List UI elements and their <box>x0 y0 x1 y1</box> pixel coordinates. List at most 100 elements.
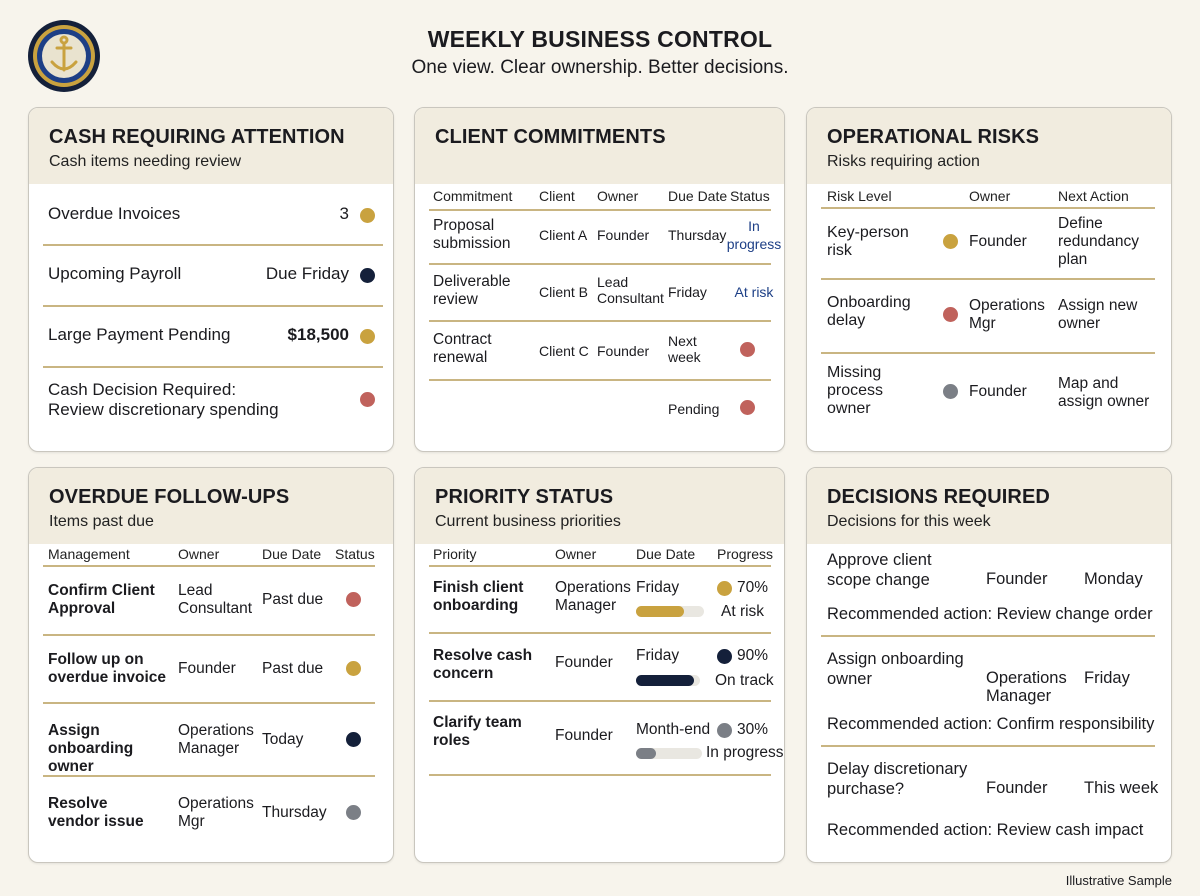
commitment-owner: Founder <box>597 343 650 359</box>
status-dot-gray <box>943 384 958 399</box>
card-header: CLIENT COMMITMENTS <box>415 108 784 184</box>
card-subtitle: Current business priorities <box>435 513 621 530</box>
followup-owner: Lead Consultant <box>178 582 253 617</box>
priority-owner: Founder <box>555 654 613 671</box>
progress-fill <box>636 675 694 686</box>
commitment-name: Proposal submission <box>433 217 511 252</box>
priority-owner: Founder <box>555 727 613 744</box>
column-header: Progress <box>717 546 774 562</box>
priority-due: Friday <box>636 647 680 664</box>
risk-name: Missing process owner <box>827 364 884 417</box>
card-subtitle: Risks requiring action <box>827 153 980 170</box>
risk-owner: Founder <box>969 383 1027 400</box>
card-title: CLIENT COMMITMENTS <box>435 126 666 148</box>
priority-due: Month-end <box>636 721 711 738</box>
page-title: WEEKLY BUSINESS CONTROL <box>427 26 773 52</box>
progress-fill <box>636 748 656 759</box>
column-header: Client <box>539 188 575 204</box>
column-header: Due Date <box>636 546 696 562</box>
followup-due: Past due <box>262 591 324 608</box>
cash-row-value: Due Friday <box>265 264 349 283</box>
priority-name: Clarify team roles <box>433 714 522 749</box>
followups-card: OVERDUE FOLLOW-UPS Items past due Manage… <box>28 467 394 863</box>
column-header: Commitment <box>433 188 513 204</box>
card-title: OPERATIONAL RISKS <box>827 126 1040 148</box>
priority-state: At risk <box>721 603 765 620</box>
status-dot-gold <box>943 234 958 249</box>
status-dot-gold <box>717 581 732 596</box>
commitment-client: Client C <box>539 343 589 359</box>
column-header: Priority <box>433 546 477 562</box>
priority-percent: 70% <box>737 579 769 596</box>
cash-row-value: 3 <box>339 204 349 223</box>
footer-note: Illustrative Sample <box>1065 873 1172 888</box>
followup-item: Resolve vendor issue <box>48 795 144 830</box>
status-dot-red <box>740 342 755 357</box>
risks-card: OPERATIONAL RISKS Risks requiring action… <box>806 107 1172 452</box>
decision-owner: Founder <box>986 779 1048 797</box>
risk-name: Key-person risk <box>827 224 909 259</box>
progress-fill <box>636 606 684 617</box>
followup-due: Today <box>262 731 304 748</box>
status-dot-gold <box>360 329 375 344</box>
cash-row-label: Large Payment Pending <box>48 325 231 344</box>
commitment-client: Client A <box>539 227 588 243</box>
commitment-due: Friday <box>668 284 707 300</box>
followup-due: Thursday <box>262 804 327 821</box>
cash-row-value: $18,500 <box>287 325 349 344</box>
priority-state: In progress <box>706 744 784 761</box>
column-header: Owner <box>969 188 1011 204</box>
cash-row-label: Overdue Invoices <box>48 204 181 223</box>
decision-when: Monday <box>1084 570 1143 588</box>
status-dot-gray <box>717 723 732 738</box>
priority-name: Finish client onboarding <box>433 579 524 614</box>
card-title: DECISIONS REQUIRED <box>827 486 1050 508</box>
status-dot-red <box>943 307 958 322</box>
commitment-name: Contract renewal <box>433 331 492 366</box>
followup-owner: Founder <box>178 660 236 677</box>
recommended-action: Recommended action: Review change order <box>827 605 1153 623</box>
recommended-action: Recommended action: Review cash impact <box>827 821 1144 839</box>
decision-name: Assign onboarding owner <box>827 650 964 688</box>
followup-due: Past due <box>262 660 324 677</box>
decision-when: This week <box>1084 779 1159 797</box>
priority-percent: 30% <box>737 721 769 738</box>
commitment-name: Deliverable review <box>433 273 511 308</box>
recommended-action: Recommended action: Confirm responsibili… <box>827 715 1155 733</box>
priority-due: Friday <box>636 579 680 596</box>
column-header: Owner <box>178 546 220 562</box>
risk-action: Assign new owner <box>1058 297 1138 332</box>
commitment-due: Pending <box>668 401 720 417</box>
card-title: OVERDUE FOLLOW-UPS <box>49 486 290 508</box>
priorities-card: PRIORITY STATUS Current business priorit… <box>414 467 785 863</box>
cash-row-label: Cash Decision Required: <box>48 380 237 399</box>
card-header: DECISIONS REQUIRED Decisions for this we… <box>807 468 1171 544</box>
progress-bar <box>636 675 700 686</box>
card-subtitle: Cash items needing review <box>49 153 242 170</box>
card-subtitle: Decisions for this week <box>827 513 991 530</box>
card-subtitle: Items past due <box>49 513 154 530</box>
column-header: Management <box>48 546 130 562</box>
cash-row-label-detail: Review discretionary spending <box>48 400 279 419</box>
column-header: Status <box>335 546 375 562</box>
followup-item: Confirm Client Approval <box>48 582 155 617</box>
commitment-owner: Lead Consultant <box>597 274 664 306</box>
column-header: Next Action <box>1058 188 1129 204</box>
cash-card: CASH REQUIRING ATTENTION Cash items need… <box>28 107 394 452</box>
commitment-due: Next week <box>668 333 701 365</box>
card-header: CASH REQUIRING ATTENTION Cash items need… <box>29 108 393 184</box>
card-title: PRIORITY STATUS <box>435 486 614 508</box>
decision-owner: Founder <box>986 570 1048 588</box>
commitment-status: In progress <box>726 218 782 252</box>
status-dot-gray <box>346 805 361 820</box>
card-title: CASH REQUIRING ATTENTION <box>49 126 345 148</box>
commitment-owner: Founder <box>597 227 650 243</box>
card-header: OVERDUE FOLLOW-UPS Items past due <box>29 468 393 544</box>
status-dot-red <box>360 392 375 407</box>
column-header: Owner <box>555 546 597 562</box>
status-dot-gold <box>346 661 361 676</box>
followup-item: Assign onboarding owner <box>48 722 134 775</box>
status-dot-navy <box>360 268 375 283</box>
decision-when: Friday <box>1084 669 1130 687</box>
risk-owner: Operations Mgr <box>969 297 1045 332</box>
